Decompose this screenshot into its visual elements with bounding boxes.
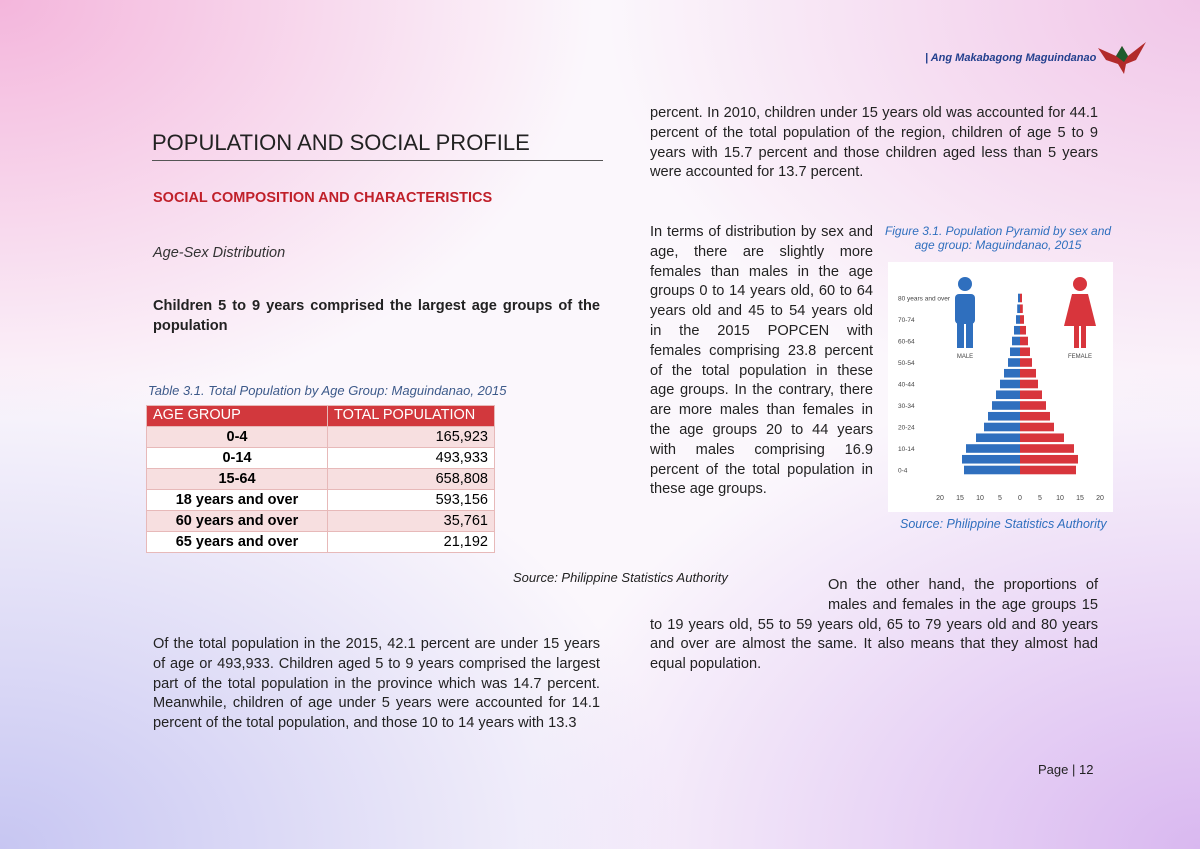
age-group: 60 years and over <box>146 510 328 532</box>
male-bar <box>1014 325 1020 335</box>
female-bar <box>1020 379 1038 389</box>
male-bar <box>1016 315 1020 324</box>
table-row: 18 years and over 593,156 <box>146 489 495 511</box>
female-bar <box>1020 315 1024 324</box>
paragraph-wrap: On the other hand, the proportions of ma… <box>650 576 1098 675</box>
population: 493,933 <box>327 447 495 469</box>
age-label: 20-24 <box>898 425 915 432</box>
female-bar <box>1020 347 1030 357</box>
legend-label: FEMALE <box>1068 354 1092 360</box>
x-tick-label: 0 <box>1018 495 1022 502</box>
female-bar <box>1020 390 1042 400</box>
male-bar <box>1012 336 1020 346</box>
figure-caption: Figure 3.1. Population Pyramid by sex an… <box>884 224 1112 252</box>
x-tick-label: 15 <box>1076 495 1084 502</box>
male-bar <box>966 444 1020 453</box>
female-bar <box>1020 368 1036 378</box>
age-label: 70-74 <box>898 317 915 324</box>
table-row: 0-14 493,933 <box>146 447 495 469</box>
male-bar <box>964 465 1020 475</box>
column-header: TOTAL POPULATION <box>327 405 495 427</box>
x-tick-label: 5 <box>998 495 1002 502</box>
female-bar <box>1020 358 1032 367</box>
x-tick-label: 5 <box>1038 495 1042 502</box>
age-label: 50-54 <box>898 360 915 367</box>
female-bar <box>1020 422 1054 432</box>
age-group: 65 years and over <box>146 531 328 553</box>
subsection: Age-Sex Distribution <box>153 245 286 261</box>
table-caption: Table 3.1. Total Population by Age Group… <box>148 383 507 398</box>
male-bar <box>962 454 1020 464</box>
female-icon <box>1064 277 1096 348</box>
male-bar <box>1000 379 1020 389</box>
title: POPULATION AND SOCIAL PROFILE <box>152 130 530 155</box>
male-bar <box>1010 347 1020 357</box>
x-tick-label: 10 <box>1056 495 1064 502</box>
age-group: 0-14 <box>146 447 328 469</box>
male-icon <box>955 277 975 348</box>
male-bar <box>1018 293 1020 303</box>
male-bar <box>992 401 1020 410</box>
male-bar <box>984 422 1020 432</box>
male-bar <box>1004 368 1020 378</box>
age-label: 30-34 <box>898 403 915 410</box>
pyramid-chart: 0-4 10-14 20-24 30-34 40-44 50-54 60-64 70-74 80… <box>888 262 1113 512</box>
age-group: 15-64 <box>146 468 328 490</box>
female-bar <box>1020 401 1046 410</box>
x-tick-label: 20 <box>1096 495 1104 502</box>
paragraph: In terms of distribution by sex and age,… <box>650 224 873 498</box>
x-tick-label: 20 <box>936 495 944 502</box>
population: 593,156 <box>327 489 495 511</box>
brand: | Ang Makabagong Maguindanao <box>925 52 1097 64</box>
age-label: 80 years and over <box>898 296 951 303</box>
title-rule <box>152 160 603 161</box>
legend-label: MALE <box>957 354 973 360</box>
table-source: Source: Philippine Statistics Authority <box>513 570 728 585</box>
x-tick-label: 10 <box>976 495 984 502</box>
logo <box>1098 42 1146 74</box>
heading: Children 5 to 9 years comprised the larg… <box>153 298 600 334</box>
population: 35,761 <box>327 510 495 532</box>
female-bar <box>1020 465 1076 475</box>
table: AGE GROUP TOTAL POPULATION 0-4 165,923 0-14 4… <box>146 405 495 553</box>
paragraph: On the other hand, the proportions of ma… <box>650 577 1098 673</box>
section: SOCIAL COMPOSITION AND CHARACTERISTICS <box>153 190 493 206</box>
population: 658,808 <box>327 468 495 490</box>
population: 165,923 <box>327 426 495 448</box>
male-bar <box>996 390 1020 400</box>
female-bar <box>1020 411 1050 421</box>
table-row: 0-4 165,923 <box>146 426 495 448</box>
age-label: 60-64 <box>898 339 915 346</box>
figure-source: Source: Philippine Statistics Authority <box>900 517 1107 531</box>
age-group: 18 years and over <box>146 489 328 511</box>
table-row: 60 years and over 35,761 <box>146 510 495 532</box>
female-bar <box>1020 433 1064 443</box>
age-label: 0-4 <box>898 468 908 475</box>
page-number: Page | 12 <box>1038 762 1094 777</box>
population: 21,192 <box>327 531 495 553</box>
male-bar <box>976 433 1020 443</box>
female-bar <box>1020 444 1074 453</box>
x-tick-label: 15 <box>956 495 964 502</box>
female-bar <box>1020 325 1026 335</box>
female-bar <box>1020 336 1028 346</box>
paragraph: Of the total population in the 2015, 42.… <box>153 636 600 732</box>
table-row: 15-64 658,808 <box>146 468 495 490</box>
male-bar <box>1008 358 1020 367</box>
age-group: 0-4 <box>146 426 328 448</box>
paragraph: percent. In 2010, children under 15 year… <box>650 105 1098 181</box>
age-label: 40-44 <box>898 382 915 389</box>
table-row: 65 years and over 21,192 <box>146 531 495 553</box>
female-bar <box>1020 304 1023 314</box>
female-bar <box>1020 293 1022 303</box>
male-bar <box>988 411 1020 421</box>
age-label: 10-14 <box>898 446 915 453</box>
male-bar <box>1017 304 1020 314</box>
female-bar <box>1020 454 1078 464</box>
table-header-row: AGE GROUP TOTAL POPULATION <box>146 405 495 427</box>
column-header: AGE GROUP <box>146 405 328 427</box>
